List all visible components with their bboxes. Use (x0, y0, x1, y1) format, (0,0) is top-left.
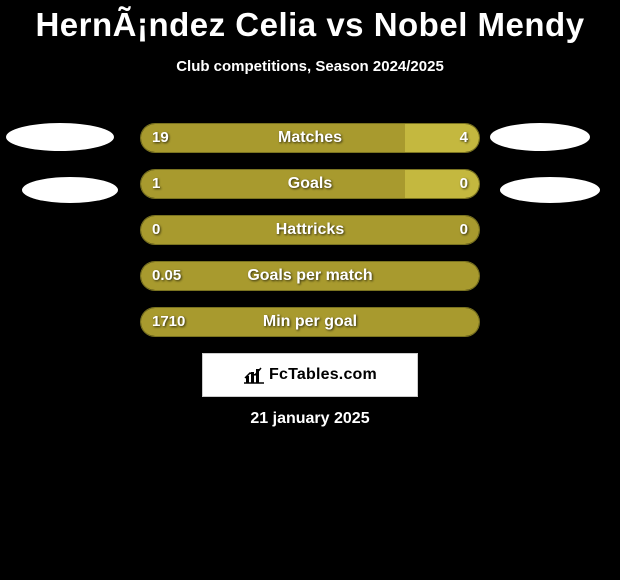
subtitle: Club competitions, Season 2024/2025 (0, 58, 620, 75)
stat-bar-right (405, 124, 479, 152)
stat-bar (140, 307, 480, 337)
logo-box: FcTables.com (202, 353, 418, 397)
decorative-ellipse (6, 123, 114, 151)
stat-bar (140, 123, 480, 153)
stat-row: Hattricks00 (0, 215, 620, 245)
decorative-ellipse (500, 177, 600, 203)
stat-bar (140, 169, 480, 199)
stat-bar-right (405, 170, 479, 198)
stat-bar (140, 261, 480, 291)
stat-bar-left (141, 170, 405, 198)
stats-container: Matches194Goals10Hattricks00Goals per ma… (0, 123, 620, 353)
stat-row: Min per goal1710 (0, 307, 620, 337)
stat-bar-left (141, 216, 479, 244)
page-title: HernÃ¡ndez Celia vs Nobel Mendy (0, 0, 620, 44)
stat-bar-left (141, 262, 479, 290)
stat-bar (140, 215, 480, 245)
bar-chart-icon (243, 366, 265, 384)
stat-bar-left (141, 124, 405, 152)
logo-text: FcTables.com (269, 366, 377, 384)
stat-row: Goals per match0.05 (0, 261, 620, 291)
date-label: 21 january 2025 (0, 410, 620, 428)
stat-bar-left (141, 308, 479, 336)
decorative-ellipse (22, 177, 118, 203)
decorative-ellipse (490, 123, 590, 151)
